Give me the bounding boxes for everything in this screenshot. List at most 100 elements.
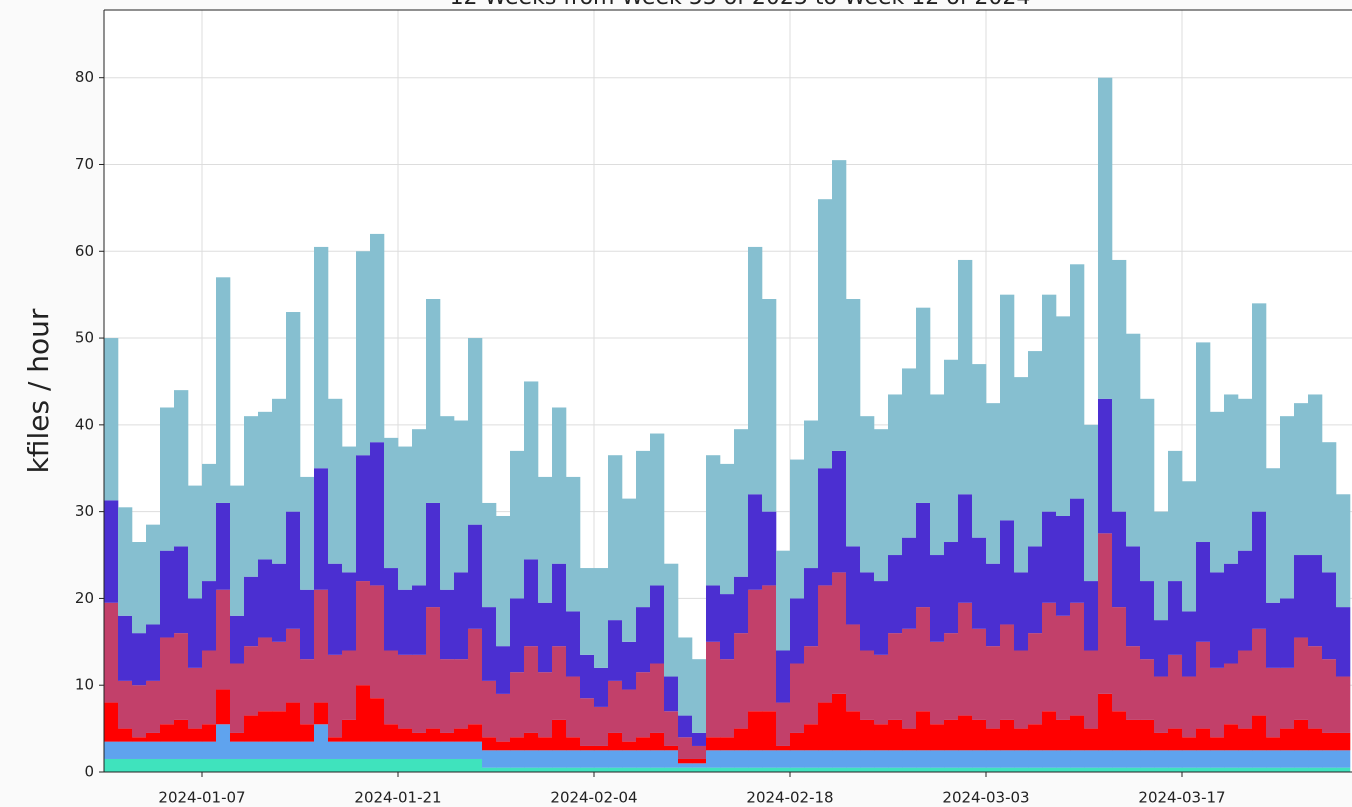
bar-segment — [412, 654, 427, 733]
bar-segment — [538, 737, 553, 751]
bar-segment — [552, 719, 567, 751]
bar-segment — [888, 750, 903, 768]
bar-segment — [356, 685, 371, 742]
bar-segment — [790, 767, 805, 772]
bar-segment — [706, 737, 721, 751]
bar-segment — [118, 741, 133, 759]
bar-segment — [888, 767, 903, 772]
bar-segment — [328, 654, 343, 738]
bar-segment — [1042, 750, 1057, 768]
bar-segment — [1000, 767, 1015, 772]
bar-segment — [1070, 767, 1085, 772]
bar-segment — [118, 680, 133, 729]
bar-segment — [580, 654, 595, 699]
y-axis-label: kfiles / hour — [22, 308, 55, 473]
bar-segment — [1084, 581, 1099, 651]
bar-segment — [678, 758, 693, 764]
bar-segment — [1168, 767, 1183, 772]
bar-segment — [846, 299, 861, 547]
bar-segment — [818, 767, 833, 772]
y-tick-label: 80 — [75, 68, 94, 86]
bar-segment — [160, 758, 175, 772]
x-tick-label: 2024-01-21 — [354, 789, 441, 807]
bar-segment — [1154, 620, 1169, 677]
bar-segment — [1210, 750, 1225, 768]
bar-segment — [104, 500, 119, 603]
bar-segment — [118, 615, 133, 681]
bar-segment — [342, 758, 357, 772]
bar-segment — [1308, 767, 1323, 772]
bar-segment — [146, 741, 161, 759]
bar-segment — [398, 728, 413, 742]
bar-segment — [398, 758, 413, 772]
bar-segment — [804, 420, 819, 569]
bar-segment — [608, 732, 623, 751]
bar-segment — [524, 559, 539, 647]
bar-segment — [1210, 411, 1225, 573]
bar-segment — [1322, 767, 1337, 772]
bar-segment — [230, 615, 245, 664]
bar-segment — [958, 259, 973, 495]
bar-segment — [1098, 693, 1113, 751]
bar-segment — [692, 763, 707, 768]
bar-segment — [888, 555, 903, 634]
bar-segment — [342, 650, 357, 720]
bar-segment — [734, 767, 749, 772]
bar-segment — [188, 598, 203, 668]
bar-segment — [1056, 750, 1071, 768]
bar-segment — [622, 498, 637, 642]
bar-segment — [776, 702, 791, 746]
bar-segment — [132, 542, 147, 634]
bar-segment — [300, 724, 315, 742]
bar-segment — [860, 650, 875, 720]
bar-segment — [510, 767, 525, 772]
bar-segment — [664, 563, 679, 677]
bar-segment — [370, 442, 385, 586]
bar-segment — [230, 485, 245, 616]
bar-segment — [1182, 611, 1197, 677]
bar-segment — [468, 338, 483, 525]
bar-segment — [300, 741, 315, 759]
bar-segment — [636, 450, 651, 608]
bar-segment — [412, 758, 427, 772]
bar-segment — [608, 455, 623, 621]
bar-segment — [342, 572, 357, 651]
bar-segment — [328, 737, 343, 742]
bar-segment — [860, 719, 875, 751]
bar-segment — [538, 767, 553, 772]
bar-segment — [636, 750, 651, 768]
bar-segment — [972, 628, 987, 720]
bar-segment — [566, 750, 581, 768]
bar-segment — [874, 654, 889, 725]
bar-segment — [202, 741, 217, 759]
bar-segment — [1294, 719, 1309, 751]
bar-segment — [1322, 750, 1337, 768]
bar-segment — [720, 737, 735, 751]
bar-segment — [160, 637, 175, 725]
bar-segment — [426, 299, 441, 503]
bar-segment — [930, 555, 945, 642]
x-tick-label: 2024-02-18 — [746, 789, 833, 807]
bar-segment — [832, 767, 847, 772]
bar-segment — [748, 750, 763, 768]
bar-segment — [314, 468, 329, 590]
x-tick-label: 2024-02-04 — [550, 789, 637, 807]
bar-segment — [1000, 624, 1015, 720]
bar-segment — [804, 568, 819, 647]
bar-segment — [1084, 424, 1099, 582]
bar-segment — [230, 758, 245, 772]
bar-segment — [118, 728, 133, 742]
bar-segment — [790, 663, 805, 733]
bar-segment — [1182, 737, 1197, 751]
bar-segment — [1252, 767, 1267, 772]
bar-segment — [874, 429, 889, 582]
bar-segment — [1112, 607, 1127, 712]
bar-segment — [566, 476, 581, 612]
bar-segment — [566, 767, 581, 772]
bar-segment — [818, 585, 833, 703]
bar-segment — [622, 689, 637, 742]
bar-segment — [356, 758, 371, 772]
bar-segment — [706, 767, 721, 772]
bar-segment — [482, 607, 497, 681]
